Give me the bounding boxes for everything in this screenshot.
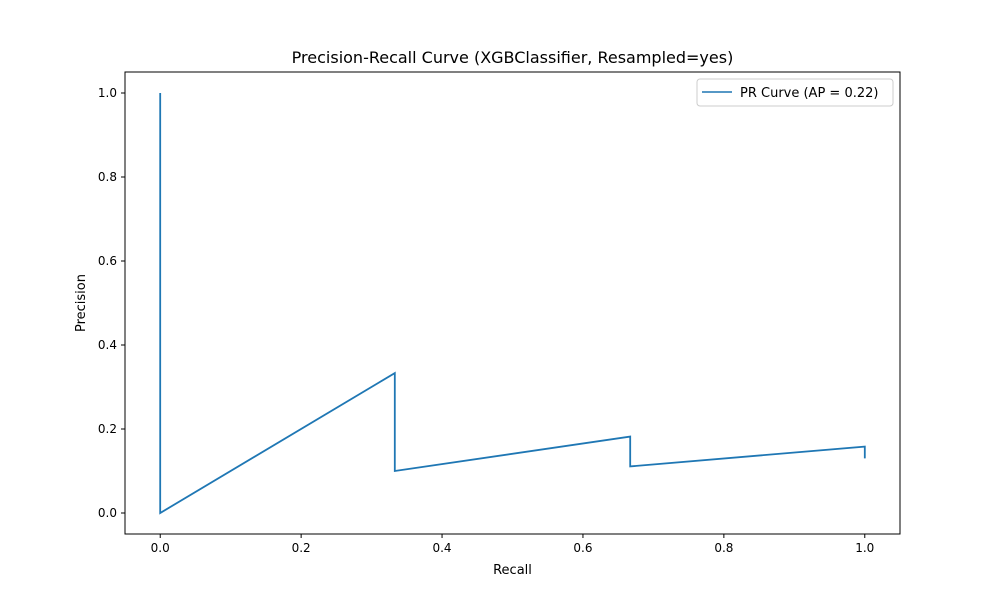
x-tick-label: 0.2 xyxy=(292,541,311,555)
x-axis-label: Recall xyxy=(493,563,532,578)
legend: PR Curve (AP = 0.22) xyxy=(696,78,894,107)
y-tick-label: 1.0 xyxy=(98,86,117,100)
y-tick-label: 0.0 xyxy=(98,506,117,520)
legend-entry-label: PR Curve (AP = 0.22) xyxy=(740,86,878,101)
x-tick-label: 0.6 xyxy=(573,541,592,555)
plot-frame xyxy=(124,71,901,535)
x-tick-label: 0.8 xyxy=(714,541,733,555)
y-tick-label: 0.6 xyxy=(98,254,117,268)
y-tick-label: 0.2 xyxy=(98,422,117,436)
x-tick-label: 0.0 xyxy=(151,541,170,555)
y-axis-label: Precision xyxy=(74,274,89,332)
series-layer xyxy=(159,93,866,515)
axis-ticks: 0.0 0.2 0.4 0.6 0.8 1.0 0.0 0.2 0.4 0.6 0.8 1.0 xyxy=(98,86,874,555)
pr-curve-line xyxy=(159,93,866,515)
chart-title: Precision-Recall Curve (XGBClassifier, R… xyxy=(292,48,734,67)
y-tick-label: 0.8 xyxy=(98,170,117,184)
y-tick-label: 0.4 xyxy=(98,338,117,352)
x-tick-label: 1.0 xyxy=(855,541,874,555)
x-tick-label: 0.4 xyxy=(432,541,451,555)
legend-box xyxy=(696,78,894,107)
